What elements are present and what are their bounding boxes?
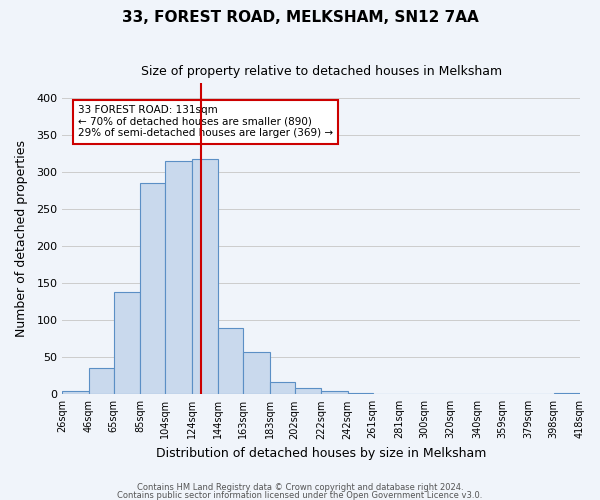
Bar	[243, 352, 269, 395]
Bar	[140, 184, 166, 394]
Bar	[192, 159, 218, 394]
Bar	[218, 328, 243, 394]
Text: Contains public sector information licensed under the Open Government Licence v3: Contains public sector information licen…	[118, 490, 482, 500]
Title: Size of property relative to detached houses in Melksham: Size of property relative to detached ho…	[140, 65, 502, 78]
Bar	[347, 393, 373, 394]
Y-axis label: Number of detached properties: Number of detached properties	[15, 140, 28, 338]
Bar	[321, 392, 347, 394]
Bar	[554, 393, 580, 394]
Bar	[114, 292, 140, 394]
Bar	[269, 382, 295, 394]
X-axis label: Distribution of detached houses by size in Melksham: Distribution of detached houses by size …	[156, 447, 487, 460]
Bar	[89, 368, 114, 394]
Text: 33 FOREST ROAD: 131sqm
← 70% of detached houses are smaller (890)
29% of semi-de: 33 FOREST ROAD: 131sqm ← 70% of detached…	[78, 105, 333, 138]
Bar	[62, 390, 89, 394]
Bar	[295, 388, 321, 394]
Bar	[166, 161, 192, 394]
Text: Contains HM Land Registry data © Crown copyright and database right 2024.: Contains HM Land Registry data © Crown c…	[137, 483, 463, 492]
Text: 33, FOREST ROAD, MELKSHAM, SN12 7AA: 33, FOREST ROAD, MELKSHAM, SN12 7AA	[122, 10, 478, 25]
